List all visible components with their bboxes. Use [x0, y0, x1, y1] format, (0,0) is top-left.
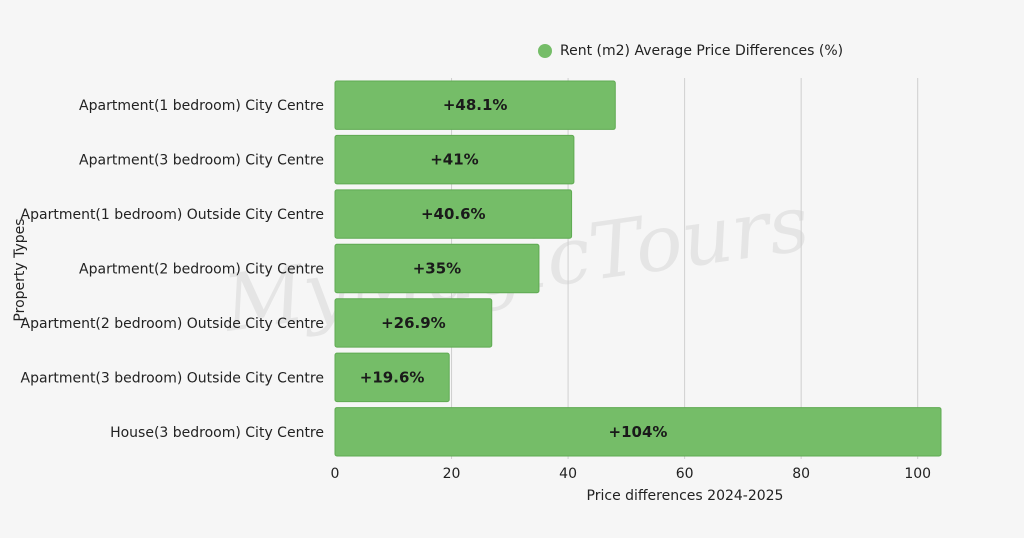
- labels: +48.1% Apartment(1 bedroom) City Centre +4…: [12, 96, 931, 504]
- x-tick-label-60: 60: [676, 466, 694, 482]
- x-tick-label-100: 100: [904, 466, 931, 482]
- legend-label: Rent (m2) Average Price Differences (%): [560, 43, 844, 59]
- bar-2: [334, 189, 573, 239]
- category-label-2: Apartment(1 bedroom) Outside City Centre: [21, 207, 324, 223]
- bar-6: [334, 407, 942, 457]
- bar-1: [334, 134, 575, 185]
- category-label-0: Apartment(1 bedroom) City Centre: [79, 98, 324, 114]
- bar-3: [334, 243, 540, 294]
- bar-5: [334, 352, 450, 403]
- x-axis-title: Price differences 2024-2025: [587, 488, 784, 504]
- data-label-4: +26.9%: [381, 314, 446, 332]
- data-label-1: +41%: [430, 151, 478, 169]
- category-label-4: Apartment(2 bedroom) Outside City Centre: [21, 316, 324, 332]
- x-tick-label-40: 40: [559, 466, 577, 482]
- data-label-5: +19.6%: [360, 368, 425, 386]
- chart-legend: Rent (m2) Average Price Differences (%): [538, 41, 843, 61]
- y-axis-title: Property Types: [12, 218, 28, 321]
- category-label-3: Apartment(2 bedroom) City Centre: [79, 262, 324, 278]
- legend-swatch-circle-icon: [538, 44, 552, 58]
- data-label-2: +40.6%: [421, 205, 486, 223]
- bars: [334, 80, 942, 457]
- bar-4: [334, 298, 493, 348]
- category-label-5: Apartment(3 bedroom) Outside City Centre: [21, 370, 324, 386]
- data-label-3: +35%: [413, 260, 461, 278]
- data-label-6: +104%: [609, 423, 668, 441]
- category-label-6: House(3 bedroom) City Centre: [110, 425, 324, 441]
- category-label-1: Apartment(3 bedroom) City Centre: [79, 153, 324, 169]
- x-tick-label-80: 80: [792, 466, 810, 482]
- data-label-0: +48.1%: [443, 96, 508, 114]
- x-tick-label-0: 0: [331, 466, 340, 482]
- x-tick-label-20: 20: [443, 466, 461, 482]
- bar-0: [334, 80, 616, 130]
